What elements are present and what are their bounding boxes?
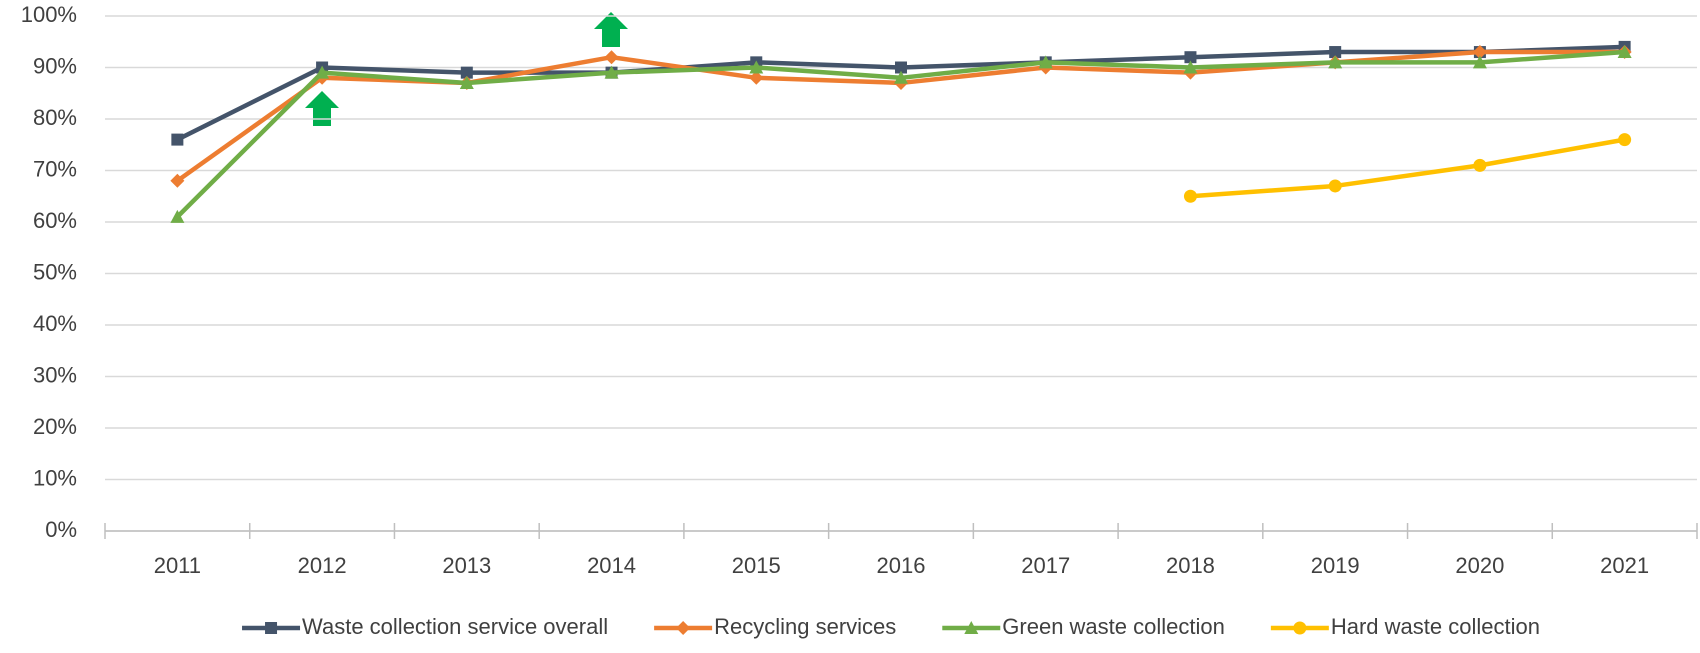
y-tick-label: 60%: [33, 208, 77, 233]
series-line: [1190, 137, 1626, 199]
x-tick-label: 2011: [154, 553, 201, 578]
marker: [315, 65, 330, 79]
y-tick-label: 80%: [33, 105, 77, 130]
x-tick-label: 2019: [1311, 553, 1360, 578]
x-tick-label: 2020: [1455, 553, 1504, 578]
y-tick-label: 20%: [33, 414, 77, 439]
marker: [170, 209, 185, 223]
legend-label: Green waste collection: [1002, 614, 1225, 639]
marker: [895, 61, 907, 74]
marker: [964, 621, 979, 634]
marker: [171, 133, 184, 146]
x-tick-label: 2015: [732, 553, 781, 578]
y-tick-label: 40%: [33, 311, 77, 336]
x-tick-label: 2017: [1021, 553, 1070, 578]
marker: [749, 70, 764, 85]
up-arrow: [305, 91, 339, 126]
legend: Waste collection service overall Recyclin…: [242, 614, 1540, 639]
x-tick-label: 2012: [298, 553, 347, 578]
marker: [1184, 51, 1197, 64]
legend-label: Hard waste collection: [1331, 614, 1540, 639]
marker: [749, 60, 764, 74]
marker: [170, 173, 185, 188]
up-arrow: [594, 12, 628, 47]
x-tick-label: 2016: [877, 553, 926, 578]
marker: [894, 70, 908, 84]
y-tick-label: 10%: [33, 465, 77, 490]
marker: [1183, 189, 1197, 203]
marker: [1618, 133, 1632, 147]
marker: [676, 621, 691, 635]
y-tick-label: 100%: [21, 2, 77, 27]
x-tick-label: 2014: [587, 553, 636, 578]
y-tick-label: 50%: [33, 259, 77, 284]
y-tick-label: 70%: [33, 156, 77, 181]
marker: [1473, 158, 1487, 172]
marker: [604, 50, 619, 65]
marker: [460, 66, 473, 79]
marker: [1329, 46, 1342, 59]
x-tick-label: 2021: [1600, 553, 1649, 578]
marker: [1472, 45, 1487, 60]
marker: [1472, 55, 1487, 69]
marker: [1038, 55, 1053, 69]
marker: [604, 65, 619, 79]
marker: [1328, 55, 1343, 69]
marker: [1617, 45, 1632, 59]
legend-label: Waste collection service overall: [302, 614, 608, 639]
marker: [459, 75, 474, 89]
y-tick-label: 0%: [45, 517, 77, 542]
marker: [1293, 621, 1307, 635]
marker: [265, 622, 278, 634]
x-tick-label: 2018: [1166, 553, 1215, 578]
y-tick-label: 90%: [33, 53, 77, 78]
legend-label: Recycling services: [714, 614, 896, 639]
marker: [1183, 60, 1198, 74]
marker: [1328, 179, 1342, 193]
y-tick-label: 30%: [33, 362, 77, 387]
x-tick-label: 2013: [442, 553, 491, 578]
